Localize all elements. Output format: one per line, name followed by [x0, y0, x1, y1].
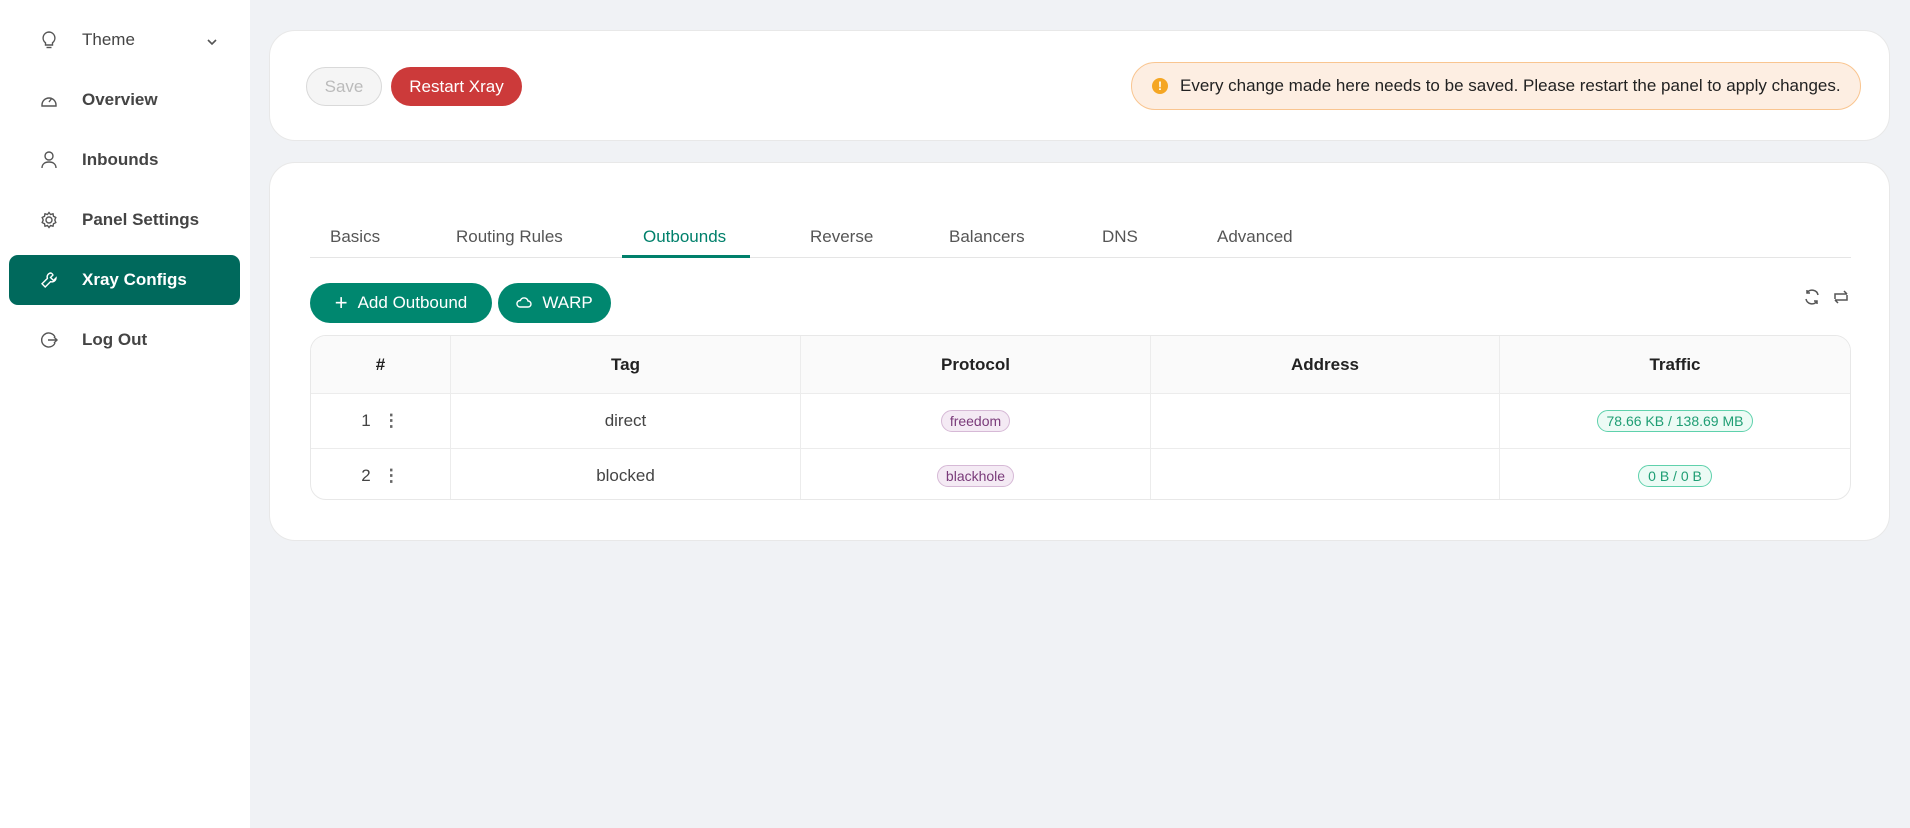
table-header: # Tag Protocol Address Traffic — [311, 336, 1850, 394]
outbounds-table: # Tag Protocol Address Traffic 1 ⋮ direct… — [310, 335, 1851, 500]
tab-balancers[interactable]: Balancers — [949, 227, 1025, 246]
logout-icon — [39, 330, 59, 350]
header-address: Address — [1151, 336, 1500, 393]
tab-outbounds[interactable]: Outbounds — [643, 227, 727, 246]
sidebar-item-label: Theme — [82, 30, 135, 49]
row-number: 2 — [361, 466, 371, 485]
wrench-icon — [39, 270, 59, 290]
save-button[interactable]: Save — [306, 67, 382, 106]
sidebar-item-label: Inbounds — [82, 150, 159, 169]
traffic-cell: 78.66 KB / 138.69 MB — [1500, 394, 1850, 448]
address-cell — [1151, 394, 1500, 448]
tab-basics[interactable]: Basics — [330, 227, 381, 246]
swap-icon[interactable] — [1833, 288, 1849, 311]
header-num: # — [311, 336, 451, 393]
add-outbound-button[interactable]: + Add Outbound — [310, 283, 492, 323]
refresh-icon[interactable] — [1803, 288, 1821, 311]
protocol-cell: blackhole — [801, 449, 1151, 499]
tab-dns[interactable]: DNS — [1102, 227, 1138, 246]
warp-label: WARP — [542, 293, 593, 312]
toolbar-card: Save Restart Xray ! Every change made he… — [269, 30, 1890, 141]
plus-icon: + — [334, 290, 348, 315]
row-number-cell: 2 ⋮ — [311, 449, 451, 499]
tag-cell: blocked — [451, 449, 801, 499]
add-outbound-label: Add Outbound — [357, 293, 468, 312]
tab-routing-rules[interactable]: Routing Rules — [456, 227, 563, 246]
sidebar: Theme Overview Inbounds Panel Settings X… — [0, 0, 250, 828]
protocol-badge: blackhole — [936, 465, 1015, 487]
header-protocol: Protocol — [801, 336, 1151, 393]
alert-text: Every change made here needs to be saved… — [1180, 76, 1841, 95]
user-icon — [39, 150, 59, 170]
warning-icon: ! — [1152, 78, 1168, 94]
sidebar-item-inbounds[interactable]: Inbounds — [9, 135, 240, 185]
active-tab-indicator — [622, 255, 750, 258]
sidebar-item-label: Xray Configs — [82, 270, 187, 289]
address-cell — [1151, 449, 1500, 499]
more-vertical-icon[interactable]: ⋮ — [382, 411, 400, 430]
traffic-badge: 0 B / 0 B — [1638, 465, 1712, 487]
header-tag: Tag — [451, 336, 801, 393]
header-traffic: Traffic — [1500, 336, 1850, 393]
sidebar-item-overview[interactable]: Overview — [9, 75, 240, 125]
outbounds-card: Basics Routing Rules Outbounds Reverse B… — [269, 162, 1890, 541]
gear-icon — [39, 210, 59, 230]
traffic-cell: 0 B / 0 B — [1500, 449, 1850, 499]
traffic-badge: 78.66 KB / 138.69 MB — [1596, 410, 1754, 432]
tab-advanced[interactable]: Advanced — [1217, 227, 1293, 246]
sidebar-item-label: Log Out — [82, 330, 148, 349]
protocol-cell: freedom — [801, 394, 1151, 448]
sidebar-item-panel-settings[interactable]: Panel Settings — [9, 195, 240, 245]
row-number: 1 — [361, 411, 371, 430]
table-row: 1 ⋮ direct freedom 78.66 KB / 138.69 MB — [311, 394, 1850, 449]
more-vertical-icon[interactable]: ⋮ — [382, 466, 400, 485]
dashboard-icon — [39, 90, 59, 110]
chevron-down-icon — [206, 31, 218, 51]
warp-button[interactable]: WARP — [498, 283, 611, 323]
cloud-icon — [516, 293, 532, 313]
restart-xray-button[interactable]: Restart Xray — [391, 67, 522, 106]
sidebar-item-xray-configs[interactable]: Xray Configs — [9, 255, 240, 305]
protocol-badge: freedom — [940, 410, 1011, 432]
sidebar-item-theme[interactable]: Theme — [9, 15, 240, 65]
lightbulb-icon — [39, 30, 59, 50]
sidebar-item-label: Overview — [82, 90, 158, 109]
warning-alert: ! Every change made here needs to be sav… — [1131, 62, 1861, 110]
tab-reverse[interactable]: Reverse — [810, 227, 874, 246]
sidebar-item-logout[interactable]: Log Out — [9, 315, 240, 365]
tag-cell: direct — [451, 394, 801, 448]
row-number-cell: 1 ⋮ — [311, 394, 451, 448]
sidebar-item-label: Panel Settings — [82, 210, 200, 229]
tab-bar: Basics Routing Rules Outbounds Reverse B… — [310, 213, 1851, 258]
table-row: 2 ⋮ blocked blackhole 0 B / 0 B — [311, 449, 1850, 499]
